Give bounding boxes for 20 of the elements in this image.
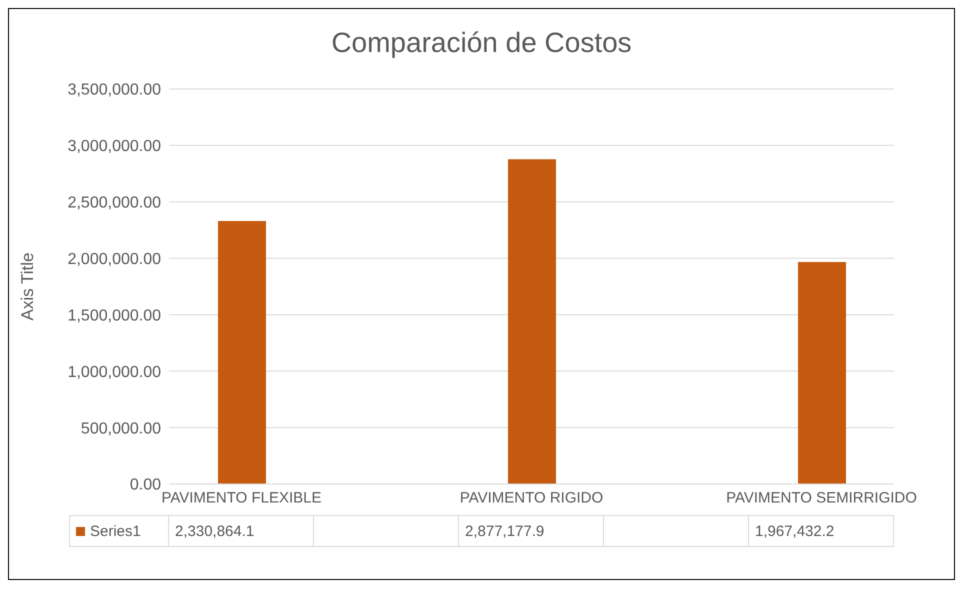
chart-title: Comparación de Costos [330,27,633,59]
x-tick-label: PAVIMENTO RIGIDO [460,490,604,507]
x-tick-label: PAVIMENTO SEMIRRIGIDO [726,490,917,507]
data-label: 2,330,864.1 [169,515,314,547]
bar [218,220,266,484]
data-label: 1,967,432.2 [749,515,894,547]
bar [798,262,846,484]
y-tick-label: 0.00 [130,476,162,494]
y-tick-label: 3,500,000.00 [68,82,162,99]
y-tick-label: 1,500,000.00 [68,307,162,324]
data-label: 2,877,177.9 [459,515,604,547]
legend-label: Series1 [90,522,141,540]
y-tick-label: 1,000,000.00 [68,364,162,381]
y-tick-label: 500,000.00 [80,420,162,438]
y-tick-label: 2,000,000.00 [68,250,162,268]
y-tick-label: 3,000,000.00 [68,138,162,156]
y-tick-label: 2,500,000.00 [68,194,162,212]
x-tick-label: PAVIMENTO FLEXIBLE [161,490,322,507]
bar [508,159,556,484]
y-axis-title: Axis Title [18,252,38,321]
